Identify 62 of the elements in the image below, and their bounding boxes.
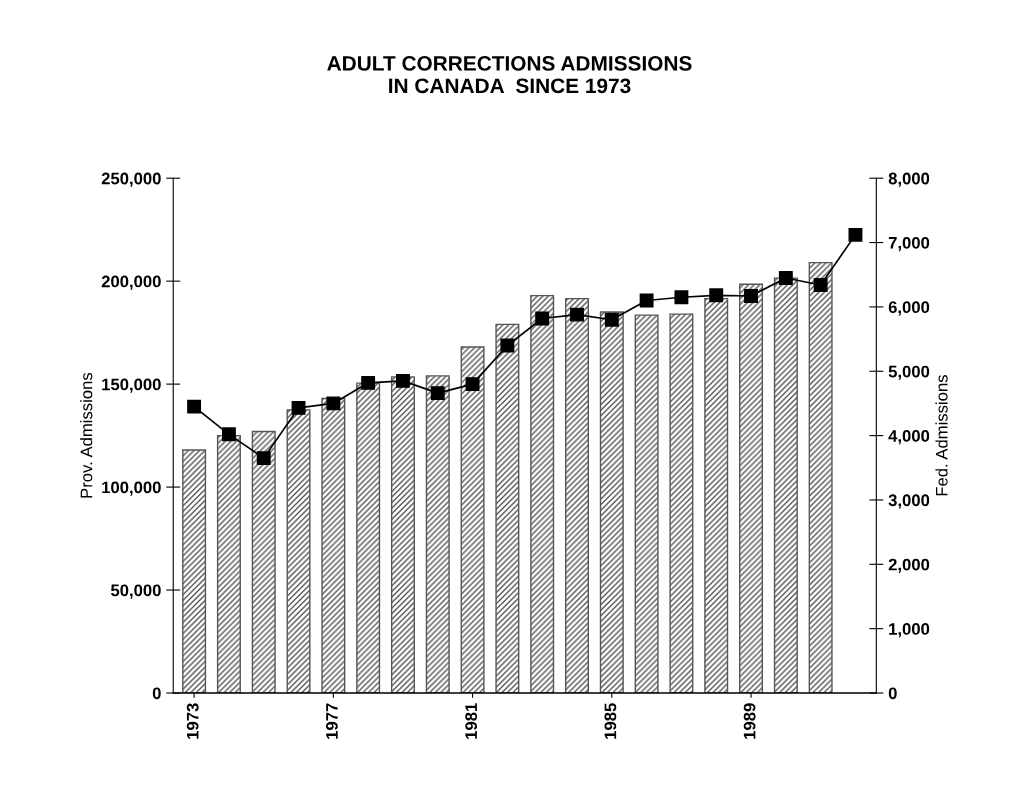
bar [216, 434, 241, 693]
y2-tick-label: 3,000 [888, 494, 930, 509]
y2-tick-label: 5,000 [888, 365, 930, 380]
y2-tick-label: 0 [888, 687, 897, 700]
bar [739, 283, 764, 693]
y2-tick-label: 7,000 [888, 236, 930, 252]
bar [321, 397, 346, 693]
point [535, 311, 550, 326]
y2-tick-label: 8,000 [888, 172, 930, 187]
bar [425, 375, 450, 693]
bar [599, 311, 624, 693]
y2-tick-label: 2,000 [888, 558, 930, 573]
y2-tick-label: 6,000 [888, 301, 930, 316]
point [187, 399, 202, 414]
point [744, 289, 758, 303]
point [256, 451, 271, 466]
y-tick-label: 150,000 [102, 378, 161, 393]
chart-title: ADULT CORRECTIONS ADMISSIONS IN CANADA SINCE 1973 [327, 55, 692, 94]
bar [704, 297, 729, 693]
y2-axis-title: Fed. Admissions [935, 375, 948, 496]
point [291, 400, 306, 415]
bar [773, 277, 798, 693]
bar [356, 382, 381, 693]
bar [564, 297, 590, 693]
point [813, 278, 828, 292]
y-tick-label: 50,000 [110, 584, 161, 599]
point [570, 307, 584, 322]
bar [460, 346, 485, 693]
y-tick-label: 100,000 [102, 481, 161, 496]
x-tick-label: 1985 [604, 703, 617, 739]
point [674, 290, 689, 305]
bar [251, 430, 276, 693]
point [709, 288, 724, 303]
point [778, 270, 793, 285]
y-tick-label: 0 [152, 687, 161, 700]
point [500, 338, 515, 353]
point [326, 396, 341, 411]
point [361, 375, 376, 390]
y-axis-title: Prov. Admissions [80, 372, 93, 498]
bar [495, 323, 520, 693]
point [848, 227, 863, 242]
point [221, 427, 236, 442]
point [465, 377, 480, 392]
bar [286, 409, 311, 693]
y2-tick-label: 4,000 [888, 430, 930, 445]
bar [390, 376, 415, 693]
point [639, 293, 654, 308]
point [430, 386, 445, 401]
x-tick-label: 1989 [743, 703, 756, 739]
x-tick-label: 1981 [465, 703, 478, 739]
y2-tick-label: 1,000 [889, 623, 930, 638]
bar [808, 261, 833, 693]
bar [669, 313, 694, 693]
point [604, 312, 619, 327]
y-tick-label: 200,000 [101, 275, 161, 290]
bar [634, 314, 659, 693]
bar [530, 294, 555, 693]
bar [182, 449, 207, 693]
x-tick-label: 1973 [186, 703, 199, 739]
y-tick-label: 250,000 [101, 172, 161, 187]
x-tick-label: 1977 [326, 703, 338, 739]
point [396, 373, 410, 388]
